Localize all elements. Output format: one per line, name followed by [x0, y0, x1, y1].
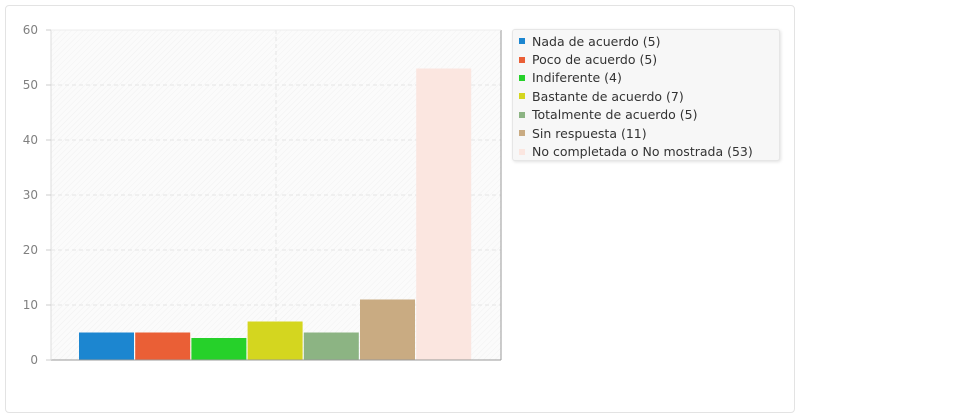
legend-item[interactable]: Nada de acuerdo (5) — [519, 32, 779, 50]
legend-item[interactable]: Poco de acuerdo (5) — [519, 50, 779, 68]
bar-7[interactable] — [416, 68, 472, 361]
legend-label: Poco de acuerdo (5) — [532, 52, 658, 68]
y-tick-label: 0 — [30, 353, 38, 367]
legend-swatch — [519, 74, 525, 81]
legend-item[interactable]: Totalmente de acuerdo (5) — [519, 106, 779, 124]
legend-item[interactable]: Indiferente (4) — [519, 69, 779, 87]
legend-label: Indiferente (4) — [532, 70, 622, 86]
legend: Nada de acuerdo (5) Poco de acuerdo (5) In… — [512, 29, 780, 161]
legend-swatch — [519, 130, 525, 137]
bar-5[interactable] — [303, 332, 359, 361]
legend-swatch — [519, 38, 525, 45]
legend-swatch — [519, 56, 525, 63]
legend-label: Totalmente de acuerdo (5) — [532, 107, 698, 123]
legend-label: Bastante de acuerdo (7) — [532, 88, 684, 104]
bars — [79, 68, 472, 361]
bar-6[interactable] — [360, 299, 415, 361]
legend-label: Sin respuesta (11) — [532, 125, 647, 141]
y-tick-labels: 0 10 20 30 40 50 60 — [23, 23, 51, 367]
y-tick-label: 60 — [23, 23, 38, 37]
legend-item[interactable]: Bastante de acuerdo (7) — [519, 87, 779, 105]
y-tick-label: 50 — [23, 78, 38, 92]
legend-swatch — [519, 111, 525, 118]
legend-swatch — [519, 93, 525, 100]
y-tick-label: 30 — [23, 188, 38, 202]
y-tick-label: 20 — [23, 243, 38, 257]
bar-1[interactable] — [79, 332, 134, 361]
legend-label: Nada de acuerdo (5) — [532, 33, 661, 49]
legend-label: No completada o No mostrada (53) — [532, 144, 753, 160]
bar-3[interactable] — [191, 338, 247, 360]
bar-4[interactable] — [247, 321, 303, 361]
legend-item[interactable]: No completada o No mostrada (53) — [519, 142, 779, 160]
bar-2[interactable] — [135, 332, 191, 361]
y-tick-label: 40 — [23, 133, 38, 147]
legend-swatch — [519, 148, 525, 155]
legend-item[interactable]: Sin respuesta (11) — [519, 124, 779, 142]
y-tick-label: 10 — [23, 298, 38, 312]
